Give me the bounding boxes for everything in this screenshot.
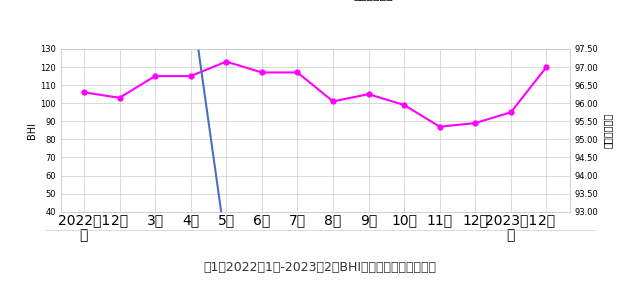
国房景气指数: [223, 246, 230, 250]
BHI: [151, 74, 159, 78]
BHI: [472, 121, 479, 125]
BHI: [116, 96, 124, 100]
BHI: [294, 71, 301, 74]
Legend: BHI, 国房景气指数: BHI, 国房景气指数: [232, 0, 398, 5]
BHI: [543, 65, 550, 69]
Line: BHI: BHI: [81, 59, 549, 129]
BHI: [329, 100, 337, 103]
Y-axis label: 国房景气指数: 国房景气指数: [602, 113, 612, 148]
BHI: [258, 71, 266, 74]
BHI: [400, 103, 408, 107]
Y-axis label: BHI: BHI: [28, 122, 37, 139]
BHI: [187, 74, 195, 78]
BHI: [80, 91, 88, 94]
BHI: [436, 125, 444, 128]
BHI: [223, 60, 230, 63]
Line: 国房景气指数: 国房景气指数: [81, 0, 549, 288]
BHI: [365, 92, 372, 96]
Text: 图1：2022年1月-2023年2月BHI与国房景气指数对比图: 图1：2022年1月-2023年2月BHI与国房景气指数对比图: [204, 261, 436, 274]
BHI: [507, 111, 515, 114]
